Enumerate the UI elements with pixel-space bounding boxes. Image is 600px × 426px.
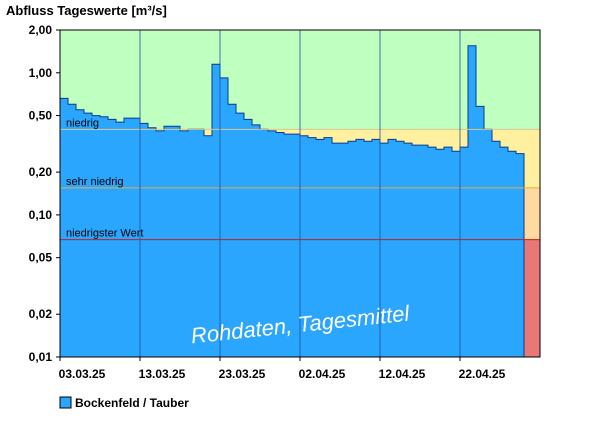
legend-label: Bockenfeld / Tauber: [75, 396, 189, 410]
grid-lines: [139, 30, 461, 357]
threshold-label-2: niedrigster Wert: [66, 228, 143, 240]
y-tick-label-0: 0,01: [29, 350, 53, 364]
y-tick-label-4: 0,20: [29, 165, 53, 179]
legend: Bockenfeld / Tauber: [59, 396, 189, 410]
x-tick-label-5: 22.04.25: [459, 367, 506, 381]
threshold-label-1: sehr niedrig: [66, 176, 123, 188]
legend-swatch: [59, 396, 72, 409]
x-tick-label-3: 02.04.25: [299, 367, 346, 381]
chart-title: Abfluss Tageswerte [m³/s]: [6, 3, 167, 18]
y-tick-label-3: 0,10: [29, 208, 53, 222]
x-tick-label-2: 23.03.25: [219, 367, 266, 381]
y-tick-label-6: 1,00: [29, 66, 53, 80]
x-tick-label-1: 13.03.25: [139, 367, 186, 381]
y-tick-label-7: 2,00: [29, 23, 53, 37]
threshold-label-0: niedrig: [66, 117, 99, 129]
x-tick-label-0: 03.03.25: [59, 367, 106, 381]
y-tick-label-2: 0,05: [29, 251, 53, 265]
y-tick-label-5: 0,50: [29, 109, 53, 123]
x-tick-label-4: 12.04.25: [379, 367, 426, 381]
plot-frame: [59, 29, 541, 358]
axes: 0,01 0,02 0,05 0,10 0,20 0,50 1,00 2,00 03.03.25…: [29, 23, 541, 381]
y-tick-label-1: 0,02: [29, 307, 53, 321]
